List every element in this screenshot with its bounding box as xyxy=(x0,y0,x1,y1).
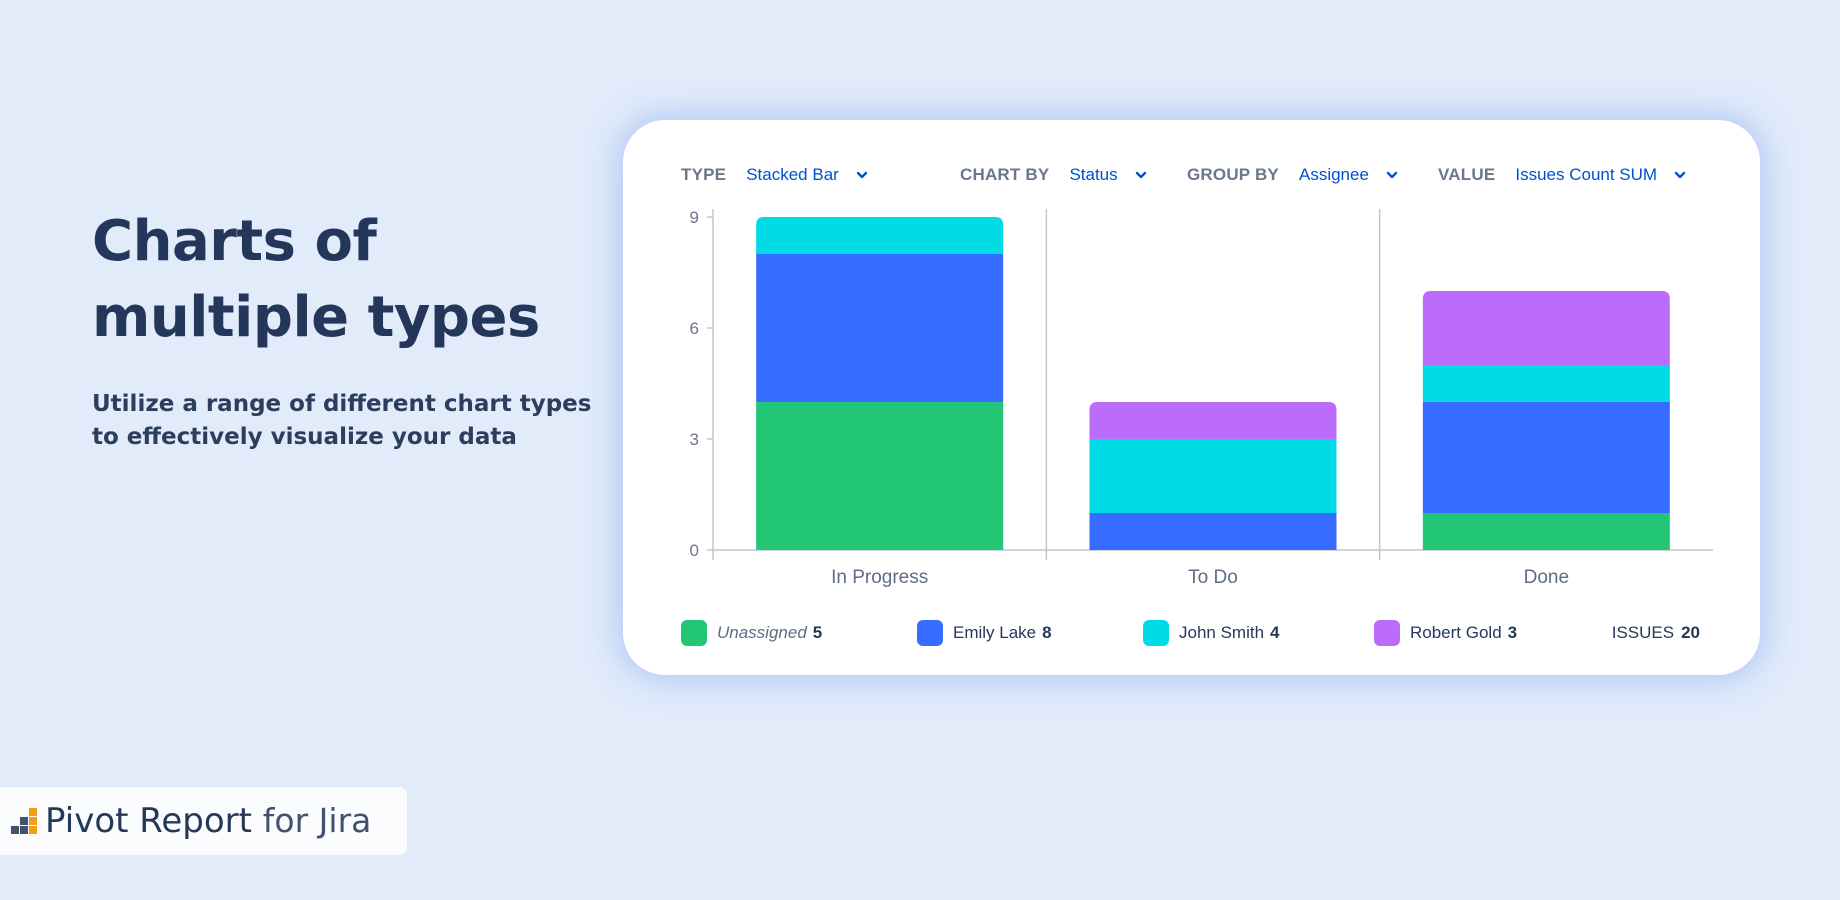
legend-item-unassigned[interactable]: Unassigned 5 xyxy=(681,620,822,646)
x-category-label: Done xyxy=(1524,567,1569,588)
chart-by-label: CHART BY xyxy=(960,165,1050,184)
legend-name: Unassigned xyxy=(717,623,807,642)
page-headline: Charts of multiple types xyxy=(92,204,612,356)
chevron-down-icon[interactable] xyxy=(855,168,869,182)
y-tick-label: 6 xyxy=(690,319,699,338)
type-label: TYPE xyxy=(681,165,727,184)
bar-segment-robert-gold xyxy=(1422,291,1670,365)
chevron-down-icon[interactable] xyxy=(1385,168,1399,182)
bar-segment-unassigned xyxy=(756,402,1004,550)
legend-count: 8 xyxy=(1042,623,1052,642)
chevron-down-icon[interactable] xyxy=(1134,168,1148,182)
pivot-report-logo-icon xyxy=(11,808,37,834)
y-tick-label: 9 xyxy=(690,208,699,227)
legend-swatch xyxy=(917,620,943,646)
type-value[interactable]: Stacked Bar xyxy=(746,165,839,184)
brand-name: Pivot Report xyxy=(45,801,252,841)
legend-name: Robert Gold xyxy=(1410,623,1502,642)
subtitle-line-1: Utilize a range of different chart types xyxy=(92,391,592,417)
legend-swatch xyxy=(681,620,707,646)
y-tick-label: 0 xyxy=(690,541,699,560)
issues-total: ISSUES 20 xyxy=(1612,620,1700,646)
group-by-selector[interactable]: GROUP BY Assignee xyxy=(1187,160,1399,190)
bar-segment-john-smith xyxy=(756,217,1004,254)
value-label: VALUE xyxy=(1438,165,1496,184)
chart-svg: 0 3 6 9 In Progress To Do Done xyxy=(690,208,1713,588)
legend-name: Emily Lake xyxy=(953,623,1037,642)
value-selector[interactable]: VALUE Issues Count SUM xyxy=(1438,160,1687,190)
value-value[interactable]: Issues Count SUM xyxy=(1515,165,1658,184)
chevron-down-icon[interactable] xyxy=(1673,168,1687,182)
brand-text: Pivot Report for Jira xyxy=(45,801,371,841)
x-category-label: To Do xyxy=(1188,567,1238,588)
chart-card: TYPE Stacked Bar CHART BY Status GROUP B… xyxy=(623,120,1760,675)
stacked-bar-chart: 0 3 6 9 In Progress To Do Done xyxy=(663,200,1723,605)
legend-swatch xyxy=(1374,620,1400,646)
bar-segment-emily-lake xyxy=(1089,513,1337,550)
legend-item-john-smith[interactable]: John Smith 4 xyxy=(1143,620,1280,646)
subtitle-line-2: to effectively visualize your data xyxy=(92,424,517,450)
brand-suffix: for Jira xyxy=(262,801,372,840)
y-tick-label: 3 xyxy=(690,430,699,449)
bar-segment-unassigned xyxy=(1422,513,1670,550)
group-by-value[interactable]: Assignee xyxy=(1298,165,1369,184)
bar-segment-emily-lake xyxy=(756,254,1004,402)
legend-item-robert-gold[interactable]: Robert Gold 3 xyxy=(1374,620,1517,646)
chart-legend: Unassigned 5 Emily Lake 8 John Smith 4 R… xyxy=(623,620,1760,646)
legend-name: John Smith xyxy=(1179,623,1265,642)
bar-segment-john-smith xyxy=(1089,439,1337,513)
headline-line-2: multiple types xyxy=(92,285,540,350)
chart-by-value[interactable]: Status xyxy=(1069,165,1118,184)
x-category-label: In Progress xyxy=(831,567,928,588)
bar-segment-john-smith xyxy=(1422,365,1670,402)
legend-item-emily-lake[interactable]: Emily Lake 8 xyxy=(917,620,1052,646)
legend-count: 3 xyxy=(1507,623,1518,642)
legend-count: 4 xyxy=(1270,623,1280,642)
legend-count: 5 xyxy=(812,623,823,642)
bar-segment-emily-lake xyxy=(1422,402,1670,513)
legend-swatch xyxy=(1143,620,1169,646)
brand-badge: Pivot Report for Jira xyxy=(0,787,407,855)
headline-line-1: Charts of xyxy=(92,209,377,274)
issues-total-label: ISSUES xyxy=(1611,623,1675,642)
type-selector[interactable]: TYPE Stacked Bar xyxy=(681,160,869,190)
chart-by-selector[interactable]: CHART BY Status xyxy=(960,160,1148,190)
group-by-label: GROUP BY xyxy=(1187,165,1279,184)
page-subtitle: Utilize a range of different chart types… xyxy=(92,388,612,454)
bar-segment-robert-gold xyxy=(1089,402,1337,439)
issues-total-count: 20 xyxy=(1681,623,1700,642)
